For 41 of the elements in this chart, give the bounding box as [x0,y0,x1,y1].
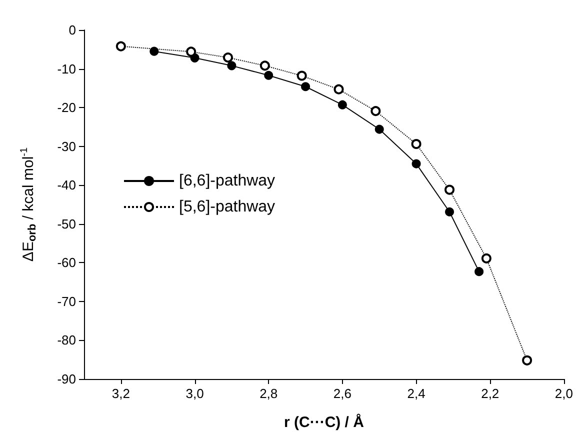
y-tick-label: -80 [57,332,76,348]
point [116,41,126,52]
legend-label: [5,6]-pathway [179,198,276,216]
y-tick-label: -70 [57,294,76,309]
x-tick-label: 2,0 [554,386,574,401]
y-tick-label: -20 [57,100,76,116]
point [227,61,236,70]
point [474,267,484,276]
point [301,82,310,92]
y-tick-label: -60 [57,255,76,270]
point [445,207,454,216]
point [411,139,422,150]
point [296,70,307,81]
point [370,106,381,116]
point [444,184,455,195]
point [338,100,347,110]
point [150,46,159,56]
point [222,52,233,63]
point [412,159,421,168]
point [186,46,196,57]
y-tick-label: -90 [57,372,76,386]
point [334,84,344,94]
point [260,60,270,71]
x-tick-label: 2,6 [333,386,352,401]
y-axis-title: ΔEorb / kcal mol-1 [19,146,38,262]
y-tick-label: -40 [57,178,76,193]
y-tick-label: -30 [57,138,76,154]
x-tick-label: 2,4 [407,386,426,401]
x-axis-title: r (C···C) / Å [284,413,364,431]
x-tick-label: 3,0 [186,386,204,401]
x-tick-label: 3,2 [112,386,130,401]
point [522,355,532,366]
y-tick-label: -10 [57,61,76,76]
x-tick-label: 2,2 [481,386,500,401]
y-tick-label: 0 [68,22,76,38]
y-tick-label: -50 [57,216,76,232]
point [481,253,492,264]
legend-label: [6,6]-pathway [179,172,276,190]
x-tick-label: 2,8 [260,386,278,401]
point [264,70,274,80]
point [374,124,384,134]
